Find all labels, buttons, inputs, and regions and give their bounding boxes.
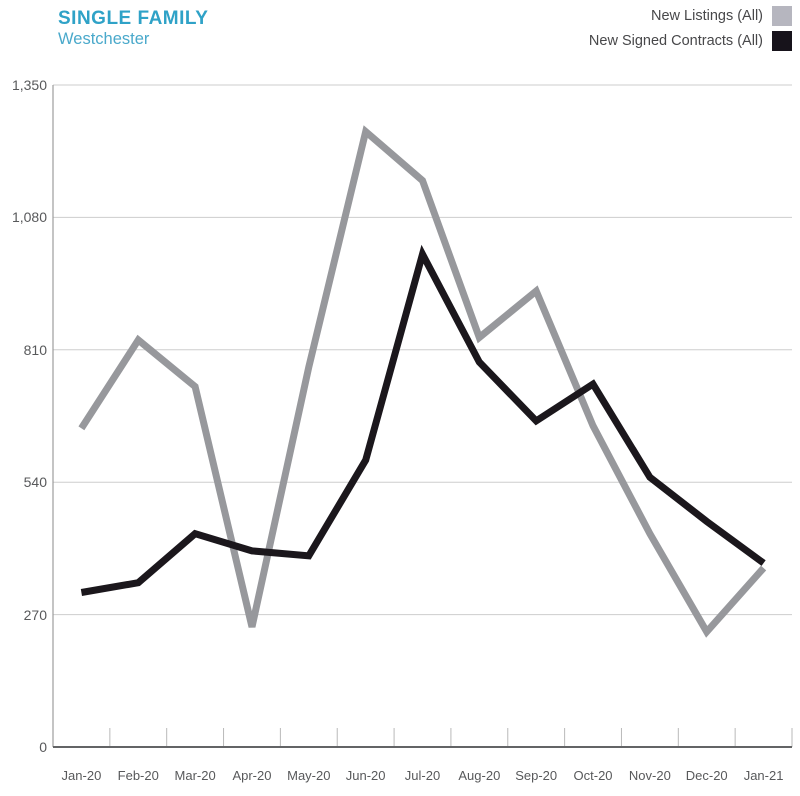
x-tick-label: Mar-20 [174, 768, 216, 783]
x-tick-label: Apr-20 [232, 768, 272, 783]
chart-header: SINGLE FAMILY Westchester [58, 8, 208, 49]
black-square-icon [772, 31, 792, 51]
page-title: SINGLE FAMILY [58, 8, 209, 29]
legend-item: New Signed Contracts (All) [589, 31, 792, 51]
x-tick-label: Sep-20 [515, 768, 558, 783]
y-tick-label: 810 [23, 341, 47, 358]
x-tick-label: Jan-20 [61, 768, 102, 783]
y-tick-label: 0 [39, 739, 47, 755]
y-tick-label: 1,350 [11, 77, 47, 93]
legend-label: New Listings (All) [651, 8, 763, 24]
x-tick-label: Jun-20 [345, 768, 386, 783]
page-subtitle: Westchester [58, 30, 150, 48]
x-tick-label: Feb-20 [117, 768, 159, 783]
legend: New Listings (All) New Signed Contracts (… [589, 6, 792, 51]
y-tick-label: 270 [23, 606, 47, 623]
x-tick-label: Aug-20 [458, 768, 501, 783]
y-tick-label: 1,080 [11, 209, 47, 226]
y-tick-label: 540 [23, 474, 47, 491]
x-tick-label: Jan-21 [743, 768, 784, 783]
legend-label: New Signed Contracts (All) [588, 33, 763, 49]
x-tick-label: Oct-20 [573, 768, 613, 783]
series-line-new-listings-all [78, 125, 767, 638]
series-line-new-signed-contracts-all [80, 244, 766, 596]
gray-square-icon [772, 6, 792, 26]
x-tick-label: Dec-20 [685, 768, 728, 783]
x-tick-label: May-20 [287, 768, 331, 783]
x-tick-label: Nov-20 [628, 768, 671, 783]
x-tick-label: Jul-20 [404, 768, 441, 783]
legend-item: New Listings (All) [651, 6, 792, 26]
